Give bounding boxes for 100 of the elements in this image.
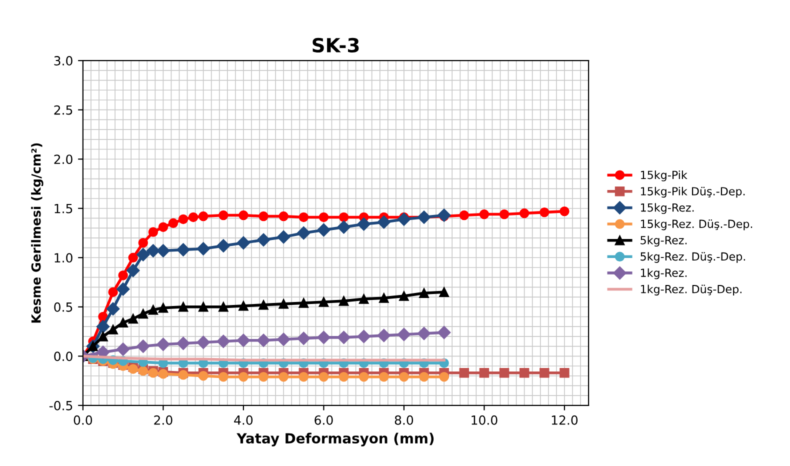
point (148, 227, 158, 237)
point (158, 303, 168, 313)
point (238, 210, 248, 220)
point (138, 308, 148, 319)
x-tick-label: 0.0 (74, 415, 92, 425)
point (156, 244, 170, 258)
point (459, 210, 470, 220)
point (317, 330, 330, 344)
point (419, 372, 429, 382)
point (298, 212, 309, 222)
y-axis-title: Kesme Gerilmesi (kg/cm²) (31, 143, 44, 323)
point (338, 212, 349, 222)
point (158, 222, 168, 232)
point (176, 336, 190, 350)
point (218, 302, 228, 312)
x-tick-label: 8.0 (394, 415, 414, 425)
point (519, 208, 530, 218)
point (419, 288, 429, 298)
point (156, 338, 170, 351)
point (298, 298, 309, 308)
point (560, 206, 570, 216)
x-tick-label: 2.0 (154, 415, 172, 425)
point (540, 368, 550, 378)
point (198, 211, 208, 222)
point (128, 252, 138, 262)
point (146, 244, 160, 258)
point (479, 368, 490, 378)
point (337, 330, 350, 344)
x-tick-label: 6.0 (314, 415, 333, 425)
point (459, 368, 470, 378)
point (397, 212, 411, 226)
point (106, 302, 120, 316)
point (96, 320, 110, 334)
point (438, 208, 451, 222)
point (176, 243, 190, 256)
point (258, 372, 268, 382)
x-tick-label: 4.0 (234, 415, 253, 425)
point (278, 211, 288, 222)
y-tick-label: 0.5 (54, 302, 72, 312)
point (116, 342, 130, 356)
point (278, 299, 288, 309)
point (297, 226, 310, 240)
legend-label: 5kg-Rez. Düş.-Dep. (640, 252, 745, 263)
point (397, 328, 411, 342)
point (317, 223, 330, 237)
point (128, 314, 138, 324)
point (358, 372, 369, 382)
point (298, 372, 309, 382)
point (276, 230, 290, 244)
point (337, 220, 350, 234)
point (168, 218, 178, 228)
legend-label: 15kg-Rez. Düş.-Dep. (640, 219, 752, 230)
point (399, 372, 409, 382)
point (417, 326, 431, 340)
point (439, 287, 449, 297)
point (148, 304, 158, 315)
point (178, 302, 188, 312)
point (379, 372, 389, 382)
point (116, 282, 130, 296)
point (499, 368, 510, 378)
point (479, 209, 490, 220)
legend-label: 15kg-Pik Düş.-Dep. (640, 186, 745, 198)
point (439, 372, 449, 382)
y-tick-label: 2.0 (54, 154, 72, 164)
point (358, 294, 369, 304)
point (540, 207, 550, 218)
point (118, 318, 128, 328)
legend-label: 15kg-Rez. (640, 203, 694, 214)
y-tick-label: 1.5 (54, 204, 72, 214)
point (108, 287, 118, 297)
point (236, 236, 250, 250)
point (126, 264, 140, 278)
point (560, 368, 570, 378)
point (218, 210, 228, 220)
point (338, 296, 349, 306)
point (216, 239, 230, 252)
point (198, 302, 208, 312)
chart-title: SK-3 (312, 38, 359, 53)
point (519, 368, 530, 378)
point (318, 297, 329, 307)
point (318, 212, 329, 222)
point (188, 212, 198, 222)
point (256, 334, 270, 347)
y-tick-label: 0.0 (54, 352, 72, 362)
point (136, 248, 150, 262)
y-tick-label: 3.0 (54, 56, 72, 66)
legend-label: 1kg-Rez. (640, 268, 687, 280)
point (96, 346, 110, 359)
point (108, 324, 118, 334)
x-tick-label: 10.0 (472, 415, 498, 425)
point (357, 218, 370, 231)
point (196, 242, 210, 256)
point (258, 211, 268, 222)
point (218, 372, 228, 382)
legend-label: 1kg-Rez. Düş-Dep. (640, 284, 742, 296)
point (318, 372, 329, 382)
point (136, 340, 150, 353)
point (276, 332, 290, 346)
point (338, 372, 349, 382)
point (499, 209, 510, 220)
